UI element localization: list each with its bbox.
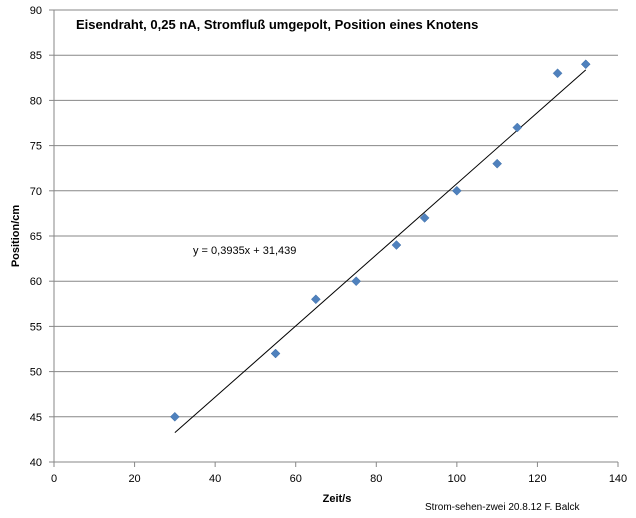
data-points xyxy=(170,59,591,422)
y-tick-label-65: 65 xyxy=(30,231,42,243)
chart-title: Eisendraht, 0,25 nA, Stromfluß umgepolt,… xyxy=(76,17,478,32)
y-tick-label-40: 40 xyxy=(30,457,42,469)
x-tick-label-60: 60 xyxy=(290,473,302,485)
y-tick-label-90: 90 xyxy=(30,5,42,17)
data-point-0-4 xyxy=(391,240,402,250)
tick-labels: 40 45 50 55 60 65 70 75 80 85 90 0 20 40 60 80 100 120 140 xyxy=(30,5,627,485)
x-axis-label: Zeit/s xyxy=(323,493,352,505)
y-tick-label-80: 80 xyxy=(30,95,42,107)
x-tick-label-0: 0 xyxy=(51,473,57,485)
axes xyxy=(49,9,619,467)
data-point-0-2 xyxy=(311,294,321,305)
data-point-0-9 xyxy=(552,68,563,79)
x-tick-label-120: 120 xyxy=(528,473,546,485)
x-tick-label-40: 40 xyxy=(209,473,221,485)
data-point-0-10 xyxy=(580,59,591,70)
credit-note: Strom-sehen-zwei 20.8.12 F. Balck xyxy=(425,502,581,513)
data-point-0-8 xyxy=(512,122,523,133)
x-tick-label-100: 100 xyxy=(448,473,466,485)
data-point-0-5 xyxy=(419,213,430,223)
data-point-0-7 xyxy=(492,158,502,169)
y-tick-label-85: 85 xyxy=(30,50,42,62)
data-point-0-3 xyxy=(351,276,361,287)
gridlines xyxy=(54,9,618,418)
x-tick-label-80: 80 xyxy=(370,473,382,485)
y-axis-label: Position/cm xyxy=(10,205,22,268)
y-tick-label-60: 60 xyxy=(30,276,42,288)
data-point-0-1 xyxy=(270,348,281,359)
data-point-0-0 xyxy=(170,411,180,422)
y-tick-label-55: 55 xyxy=(30,321,42,333)
y-tick-label-45: 45 xyxy=(30,412,42,424)
trendline-equation: y = 0,3935x + 31,439 xyxy=(193,245,296,257)
y-tick-label-75: 75 xyxy=(30,141,42,153)
x-tick-label-20: 20 xyxy=(128,473,140,485)
data-point-0-6 xyxy=(452,185,462,196)
x-tick-label-140: 140 xyxy=(609,473,627,485)
y-tick-label-50: 50 xyxy=(30,367,42,379)
y-tick-label-70: 70 xyxy=(30,186,42,198)
